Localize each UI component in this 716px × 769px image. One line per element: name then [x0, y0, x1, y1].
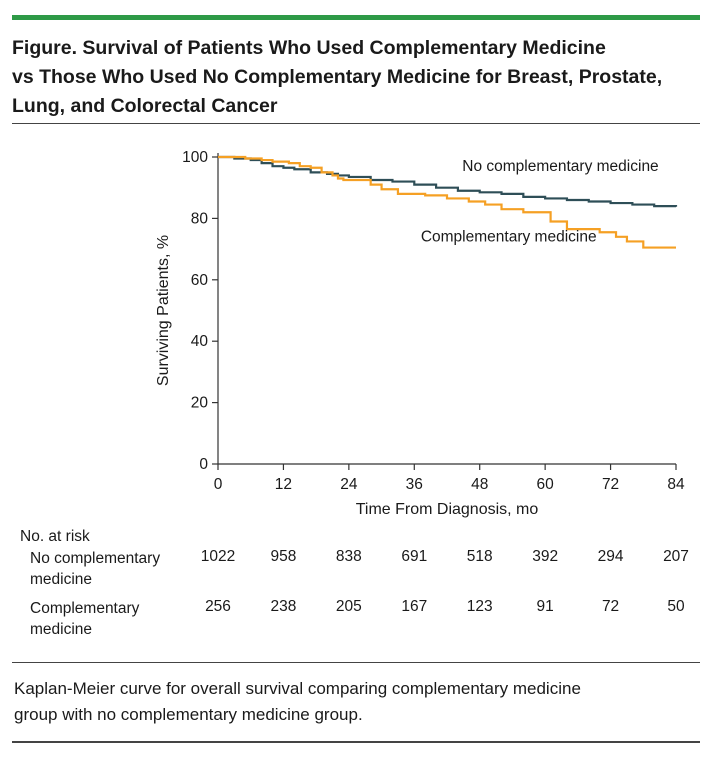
x-tick-label: 84	[667, 476, 685, 493]
risk-value: 958	[270, 548, 297, 565]
series-line-complementary	[218, 155, 676, 249]
risk-value: 392	[532, 548, 559, 565]
y-tick-label: 100	[182, 149, 208, 166]
caption-top-divider	[12, 662, 700, 663]
risk-row-label-line: medicine	[30, 571, 93, 588]
annotation-no-complementary: No complementary medicine	[462, 158, 658, 175]
y-axis-label: Surviving Patients, %	[155, 235, 172, 386]
risk-value: 205	[335, 598, 362, 615]
caption-line-2: group with no complementary medicine gro…	[14, 705, 363, 724]
title-divider	[12, 123, 700, 124]
top-accent-rule	[12, 15, 700, 20]
figure-title: Figure. Survival of Patients Who Used Co…	[12, 34, 692, 121]
risk-value: 123	[466, 598, 493, 615]
risk-value: 72	[601, 598, 620, 615]
x-tick-label: 12	[275, 476, 292, 493]
y-tick-label: 0	[199, 456, 208, 473]
risk-value: 691	[401, 548, 428, 565]
risk-value: 238	[270, 598, 297, 615]
series-line-no-complementary	[218, 155, 678, 208]
x-tick-label: 36	[406, 476, 423, 493]
caption-bottom-divider	[12, 741, 700, 743]
figure-title-line-1: Figure. Survival of Patients Who Used Co…	[12, 37, 606, 59]
risk-value: 167	[401, 598, 428, 615]
x-axis-label: Time From Diagnosis, mo	[356, 501, 539, 518]
y-tick-label: 60	[191, 272, 209, 289]
x-tick-label: 48	[471, 476, 488, 493]
risk-value: 518	[466, 548, 493, 565]
x-tick-label: 0	[214, 476, 223, 493]
risk-table-heading: No. at risk	[20, 528, 90, 545]
y-tick-label: 20	[191, 395, 209, 412]
y-tick-label: 40	[191, 333, 209, 350]
figure-caption: Kaplan-Meier curve for overall survival …	[14, 676, 702, 728]
y-tick-label: 80	[191, 210, 209, 227]
risk-value: 294	[597, 548, 624, 565]
risk-row-label-no-complementary: No complementary medicine	[30, 548, 200, 590]
risk-row-label-line: Complementary	[30, 600, 140, 617]
risk-value: 838	[335, 548, 362, 565]
risk-row-label-line: No complementary	[30, 550, 161, 567]
risk-value: 50	[667, 598, 685, 615]
risk-value: 207	[663, 548, 689, 565]
km-survival-chart: 0 20 40 60 80 100 0 12 24 36 48 60 72 84 Time From Dia…	[155, 149, 685, 518]
risk-row-label-complementary: Complementary medicine	[30, 598, 200, 640]
risk-value: 91	[536, 598, 554, 615]
x-tick-label: 24	[340, 476, 358, 493]
figure-title-line-2: vs Those Who Used No Complementary Medic…	[12, 66, 663, 88]
risk-row-label-line: medicine	[30, 621, 93, 638]
risk-value: 256	[205, 598, 231, 615]
figure-title-line-3: Lung, and Colorectal Cancer	[12, 95, 278, 117]
risk-value: 1022	[200, 548, 236, 565]
caption-line-1: Kaplan-Meier curve for overall survival …	[14, 679, 581, 698]
x-tick-label: 60	[537, 476, 555, 493]
x-tick-label: 72	[602, 476, 619, 493]
annotation-complementary: Complementary medicine	[421, 228, 597, 245]
